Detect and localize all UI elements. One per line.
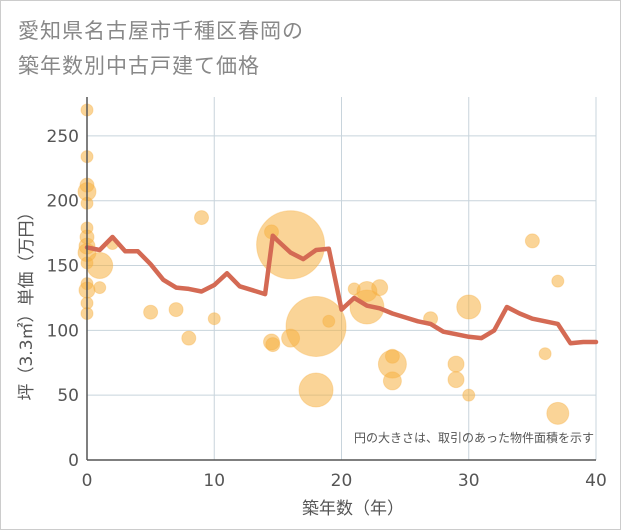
- bubble-point: [456, 294, 482, 320]
- x-tick-label: 40: [585, 471, 607, 491]
- bubble-point: [546, 401, 570, 425]
- bubble-point: [143, 304, 159, 320]
- bubble-point: [538, 347, 552, 361]
- x-tick-label: 0: [82, 471, 93, 491]
- bubble-point: [207, 312, 221, 326]
- bubble-point: [93, 281, 107, 295]
- x-tick-label: 20: [331, 471, 353, 491]
- bubble-point: [265, 337, 281, 353]
- bubble-point: [551, 274, 565, 288]
- bubble-point: [447, 355, 465, 373]
- x-tick-label: 10: [203, 471, 225, 491]
- chart-title-line-1: 愛知県名古屋市千種区春岡の: [18, 19, 304, 43]
- bubble-point: [298, 372, 334, 408]
- bubble-point: [181, 330, 197, 346]
- y-tick-label: 250: [47, 127, 79, 147]
- bubble-point: [382, 371, 402, 391]
- bubble-point: [86, 252, 114, 280]
- y-tick-label: 50: [57, 386, 79, 406]
- size-legend-note: 円の大きさは、取引のあった物件面積を示す: [354, 430, 594, 445]
- y-tick-label: 0: [68, 451, 79, 471]
- axes: 0 10 20 30 40 0 50 100 150 200 250: [47, 97, 607, 491]
- average-price-line: [84, 233, 599, 346]
- bubble-point: [168, 302, 184, 318]
- grid-lines: [87, 97, 597, 460]
- bubble-point: [462, 388, 476, 402]
- y-axis-label: 坪（3.3㎡）単価（万円）: [17, 203, 37, 400]
- bubble-point: [524, 233, 540, 249]
- x-axis-label: 築年数（年）: [302, 499, 404, 519]
- bubble-point: [194, 210, 210, 226]
- average-line-layer: [84, 233, 599, 346]
- y-tick-label: 150: [47, 257, 79, 277]
- y-tick-label: 100: [47, 321, 79, 341]
- bubble-point: [285, 295, 347, 357]
- bubble-point: [447, 371, 465, 389]
- y-tick-label: 200: [47, 192, 79, 212]
- chart-title: 愛知県名古屋市千種区春岡の 築年数別中古戸建て価格: [18, 14, 578, 84]
- x-tick-label: 30: [458, 471, 480, 491]
- bubble-point: [371, 279, 389, 297]
- bubble-point: [256, 210, 326, 280]
- bubbles: [77, 103, 570, 425]
- chart-title-line-2: 築年数別中古戸建て価格: [18, 54, 260, 78]
- bubble-point: [322, 314, 336, 328]
